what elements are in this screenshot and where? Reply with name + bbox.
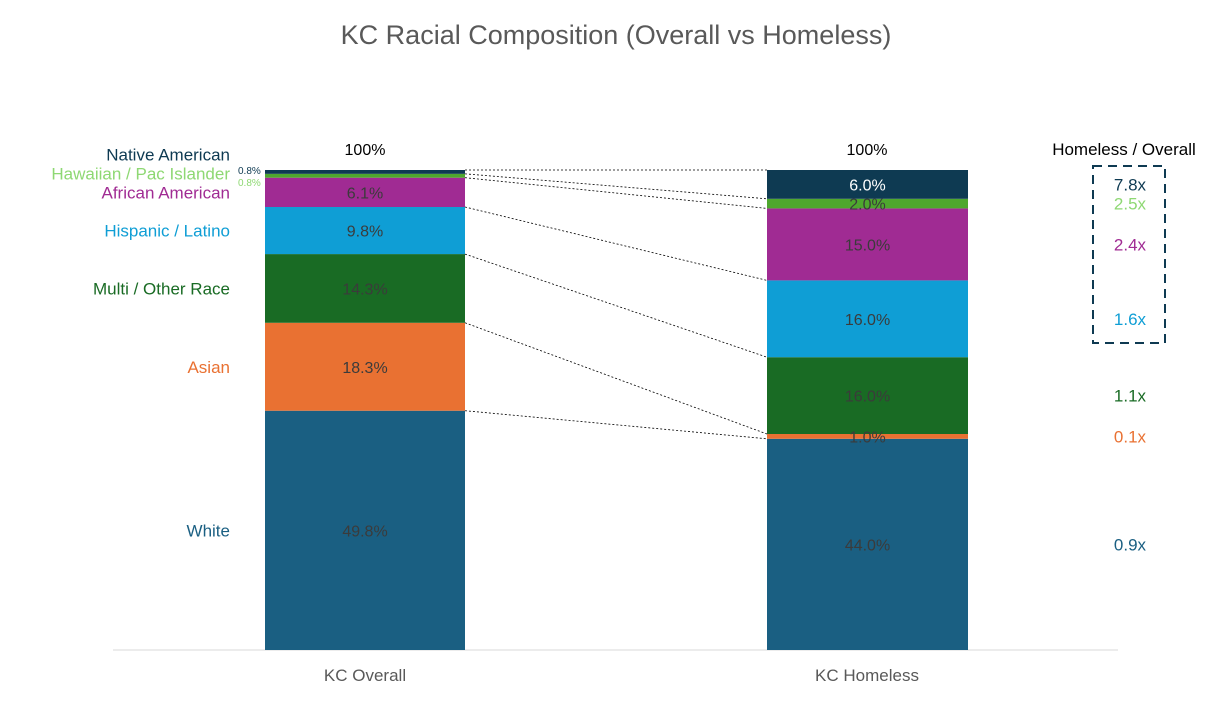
bar-homeless-hawaiian-pac-islander <box>767 198 968 209</box>
connector-multi-other-race <box>464 253 768 358</box>
connector-white <box>464 410 768 440</box>
value-label-homeless-white: 44.0% <box>845 537 890 554</box>
category-label-homeless: KC Homeless <box>815 666 919 685</box>
series-label-white: White <box>187 521 230 540</box>
bar-overall-african-american <box>265 177 465 207</box>
category-label-overall: KC Overall <box>324 666 406 685</box>
ratio-label-white: 0.9x <box>1114 535 1147 554</box>
value-label-overall-native-american: 0.8% <box>238 166 261 177</box>
bar-overall-white <box>265 410 465 650</box>
ratio-label-hawaiian-pac-islander: 2.5x <box>1114 195 1147 214</box>
bars <box>265 170 968 650</box>
bar-overall-multi-other-race <box>265 254 465 323</box>
highlight-dashed-box <box>1092 165 1166 344</box>
bar-homeless-african-american <box>767 208 968 281</box>
series-label-hawaiian-pac-islander: Hawaiian / Pac Islander <box>51 164 230 183</box>
bar-overall-hawaiian-pac-islander <box>265 173 465 178</box>
bar-overall-hispanic-latino <box>265 207 465 255</box>
value-label-homeless-multi-other-race: 16.0% <box>845 389 890 406</box>
series-label-african-american: African American <box>102 183 231 202</box>
value-label-homeless-asian: 1.0% <box>849 429 885 446</box>
ratio-label-asian: 0.1x <box>1114 427 1147 446</box>
value-label-overall-white: 49.8% <box>342 523 387 540</box>
bar-homeless-white <box>767 438 968 650</box>
labels: 49.8% 18.3% 14.3% 9.8% 6.1% 44.0% 1.0% 16.0% 16.… <box>51 145 1146 554</box>
series-label-asian: Asian <box>187 358 230 377</box>
bar-homeless-hispanic-latino <box>767 280 968 358</box>
ratio-label-african-american: 2.4x <box>1114 235 1147 254</box>
value-label-overall-multi-other-race: 14.3% <box>342 281 387 298</box>
connector-asian <box>464 322 768 435</box>
series-label-native-american: Native American <box>106 145 230 164</box>
bar-overall-native-american <box>265 170 465 174</box>
ratio-header: Homeless / Overall <box>1052 140 1196 159</box>
total-label-overall: 100% <box>345 142 386 159</box>
connector-lines <box>464 169 768 440</box>
bar-overall-asian <box>265 322 465 411</box>
value-label-overall-asian: 18.3% <box>342 360 387 377</box>
series-label-hispanic-latino: Hispanic / Latino <box>104 222 230 241</box>
ratio-label-multi-other-race: 1.1x <box>1114 387 1147 406</box>
connector-african-american <box>464 177 768 209</box>
value-label-overall-african-american: 6.1% <box>347 185 383 202</box>
bar-homeless-multi-other-race <box>767 357 968 434</box>
total-label-homeless: 100% <box>847 142 888 159</box>
chart-title: KC Racial Composition (Overall vs Homele… <box>341 20 892 50</box>
ratio-label-native-american: 7.8x <box>1114 175 1147 194</box>
value-label-overall-hawaiian-pac-islander: 0.8% <box>238 178 261 189</box>
value-label-homeless-african-american: 15.0% <box>845 237 890 254</box>
bar-homeless-native-american <box>767 170 968 199</box>
series-label-multi-other-race: Multi / Other Race <box>93 279 230 298</box>
value-label-homeless-hispanic-latino: 16.0% <box>845 312 890 329</box>
ratio-label-hispanic-latino: 1.6x <box>1114 310 1147 329</box>
bar-homeless-asian <box>767 434 968 439</box>
value-label-homeless-native-american: 6.0% <box>849 177 885 194</box>
connector-hawaiian-pac-islander <box>464 173 768 200</box>
value-label-homeless-hawaiian-pac-islander: 2.0% <box>849 197 885 214</box>
value-label-overall-hispanic-latino: 9.8% <box>347 224 383 241</box>
connector-hispanic-latino <box>464 206 768 281</box>
